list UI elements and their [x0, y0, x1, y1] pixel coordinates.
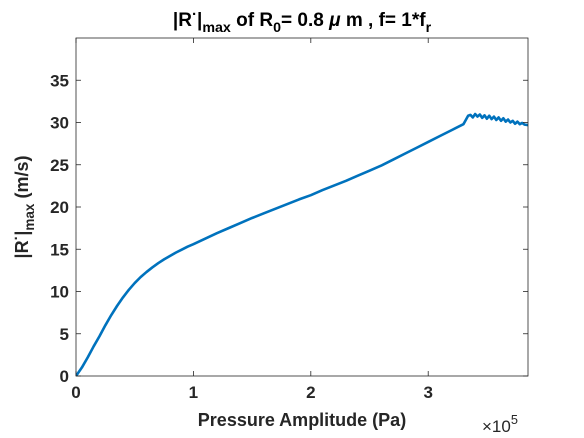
- chart-title-part-7: μ: [328, 10, 341, 31]
- y-axis-label-part-0: |R: [12, 240, 32, 258]
- chart-title-part-5: 0: [273, 20, 281, 36]
- y-tick-label: 0: [60, 367, 69, 386]
- y-tick-label: 5: [60, 325, 69, 344]
- chart-title-part-8: m , f= 1*f: [341, 10, 427, 31]
- chart-title-part-4: of R: [231, 10, 273, 31]
- series-line-0: [76, 112, 528, 376]
- y-tick-label: 30: [50, 114, 69, 133]
- y-axis-label-part-2: |: [12, 231, 32, 236]
- y-tick-label: 35: [50, 71, 69, 90]
- chart-title: |R·|max of R0= 0.8 μ m , f= 1*fr: [173, 6, 432, 36]
- x-axis-label: Pressure Amplitude (Pa): [198, 410, 406, 430]
- x-tick-label: 2: [306, 383, 315, 402]
- chart-title-part-6: = 0.8: [281, 10, 329, 31]
- y-tick-label: 25: [50, 156, 69, 175]
- x-tick-label: 3: [423, 383, 432, 402]
- y-axis-label-part-3: max: [22, 203, 37, 231]
- plot-background: [76, 38, 528, 376]
- y-axis-label: |R·|max (m/s): [9, 156, 37, 259]
- y-tick-label: 20: [50, 198, 69, 217]
- y-tick-label: 15: [50, 240, 69, 259]
- x-exponent-label: ×105: [482, 412, 518, 436]
- x-tick-label: 1: [189, 383, 198, 402]
- series-layer: [76, 112, 528, 376]
- chart-title-part-0: |R: [173, 10, 192, 31]
- x-exponent-power: 5: [511, 412, 518, 427]
- x-tick-label: 0: [71, 383, 80, 402]
- y-tick-label: 10: [50, 283, 69, 302]
- chart-title-part-9: r: [426, 20, 432, 36]
- ticks-layer: [75, 38, 528, 377]
- y-axis-label-part-4: (m/s): [12, 156, 32, 204]
- x-exponent-base: ×10: [482, 417, 511, 436]
- chart-title-part-3: max: [202, 20, 231, 36]
- chart-title-part-1: ·: [192, 6, 197, 23]
- chart-title-part-2: |: [197, 10, 202, 31]
- y-axis-label-part-1: ·: [9, 236, 25, 241]
